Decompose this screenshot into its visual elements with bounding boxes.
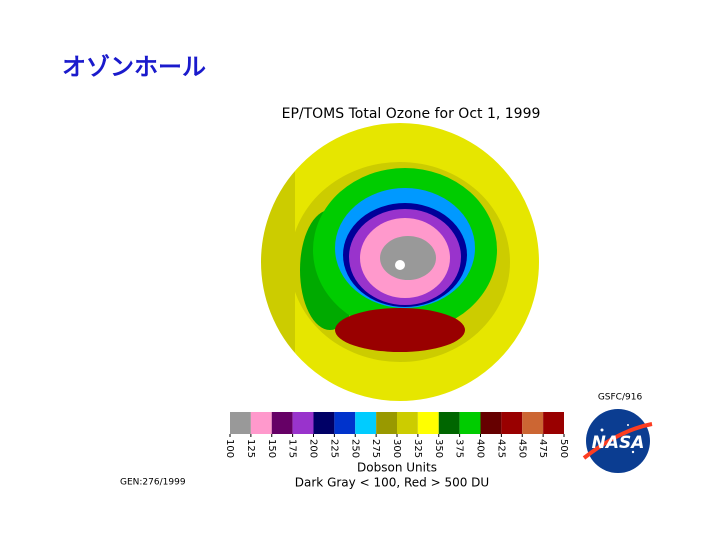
- tick-label: 200: [308, 439, 319, 458]
- map-title: EP/TOMS Total Ozone for Oct 1, 1999: [282, 106, 541, 122]
- logo-text: NASA: [592, 433, 645, 453]
- color-swatch: [480, 412, 502, 434]
- color-swatch: [230, 412, 251, 434]
- color-swatch: [543, 412, 564, 434]
- tick-label: 325: [412, 439, 423, 458]
- color-swatch: [522, 412, 544, 434]
- tick-label: 425: [495, 439, 506, 458]
- slide-title: オゾンホール: [62, 53, 206, 81]
- color-swatch: [334, 412, 356, 434]
- tick-label: 300: [391, 439, 402, 458]
- color-swatch: [292, 412, 314, 434]
- tick-label: 500: [558, 439, 569, 458]
- color-swatch: [250, 412, 272, 434]
- color-swatch: [313, 412, 335, 434]
- tick-label: 400: [475, 439, 486, 458]
- tick-label: 150: [266, 439, 277, 458]
- nasa-logo: NASA: [582, 409, 653, 473]
- tick-label: 475: [537, 439, 548, 458]
- color-swatch: [397, 412, 418, 434]
- tick-label: 350: [433, 439, 444, 458]
- color-swatch: [376, 412, 397, 434]
- ozone-map: [259, 121, 541, 403]
- tick-label: 225: [328, 439, 339, 458]
- tick-label: 275: [370, 439, 381, 458]
- color-swatch: [459, 412, 481, 434]
- tick-label: 100: [224, 439, 235, 458]
- tick-label: 375: [454, 439, 465, 458]
- color-swatch: [355, 412, 377, 434]
- color-swatch: [501, 412, 523, 434]
- tick-label: 175: [287, 439, 298, 458]
- color-swatch: [271, 412, 293, 434]
- color-swatch: [438, 412, 460, 434]
- color-swatch: [417, 412, 439, 434]
- gen-label: GEN:276/1999: [120, 478, 186, 488]
- tick-label: 450: [516, 439, 527, 458]
- tick-label: 250: [349, 439, 360, 458]
- tick-label: 125: [245, 439, 256, 458]
- unit-label: Dobson Units: [357, 461, 437, 475]
- colorbar-note: Dark Gray < 100, Red > 500 DU: [295, 476, 489, 490]
- credit: GSFC/916: [598, 393, 643, 403]
- colorbar: 100 125 150 175 200 225 250 275 300 325 350 375 400 4…: [224, 412, 569, 458]
